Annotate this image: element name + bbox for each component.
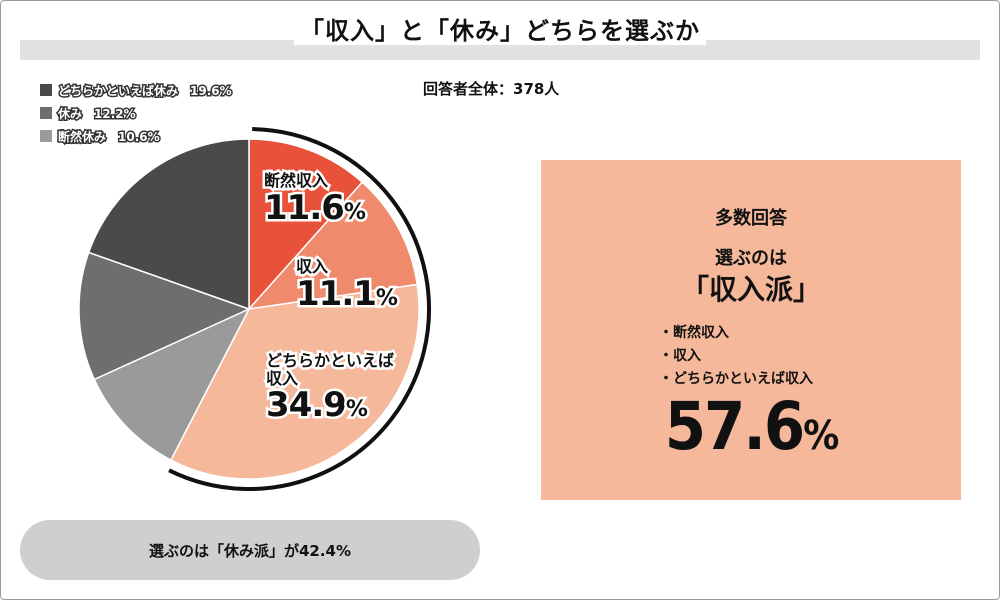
pie-slice bbox=[169, 283, 420, 480]
slice-label-name: 収入 bbox=[294, 255, 331, 277]
legend-label: 断然休み 10.6% bbox=[57, 128, 162, 145]
slice-label-value: 11.1% bbox=[294, 272, 401, 314]
chart-title-wrap: 「収入」と「休み」どちらを選ぶか bbox=[0, 14, 1000, 48]
summary-box: 多数回答 選ぶのは 「収入派」 断然収入 収入 どちらかといえば収入 57.6% bbox=[541, 160, 961, 500]
pie-slice bbox=[78, 251, 252, 381]
legend-label: 休み 12.2% bbox=[57, 105, 138, 122]
legend: どちらかといえば休み 19.6% 休み 12.2% 断然休み 10.6% bbox=[40, 80, 234, 149]
legend-item: 休み 12.2% bbox=[40, 103, 232, 123]
income-group-arc bbox=[168, 127, 431, 491]
pie-slice bbox=[87, 138, 250, 311]
summary-line2: 「収入派」 bbox=[680, 273, 821, 306]
summary-line1: 選ぶのは bbox=[715, 248, 787, 269]
rest-note: 選ぶのは「休み派」が42.4% bbox=[148, 541, 352, 560]
slice-label-shunyu: 収入 11.1% bbox=[294, 255, 401, 314]
legend-swatch bbox=[40, 130, 52, 142]
slice-label-name: 断然収入 bbox=[262, 169, 331, 191]
rest-note-pill: 選ぶのは「休み派」が42.4% bbox=[20, 520, 480, 580]
slice-label-value: 11.6% bbox=[262, 186, 369, 228]
legend-item: 断然休み 10.6% bbox=[40, 126, 232, 146]
pie-slice bbox=[93, 307, 251, 461]
slice-label-name: どちらかといえば 収入 bbox=[263, 349, 396, 389]
pie-slice bbox=[247, 181, 419, 311]
summary-big-value: 57.6% bbox=[664, 388, 840, 465]
summary-list-item: どちらかといえば収入 bbox=[659, 368, 813, 391]
chart-title: 「収入」と「休み」どちらを選ぶか bbox=[294, 17, 706, 45]
summary-list-item: 断然収入 bbox=[659, 322, 813, 345]
summary-list-item: 収入 bbox=[659, 345, 813, 368]
respondent-total: 回答者全体：378人 bbox=[423, 80, 560, 98]
legend-swatch bbox=[40, 84, 52, 96]
slice-label-dochiraka-shunyu: どちらかといえば 収入 34.9% bbox=[263, 349, 396, 426]
title-bar bbox=[20, 40, 980, 60]
pie-slice bbox=[248, 138, 364, 311]
legend-swatch bbox=[40, 107, 52, 119]
legend-label: どちらかといえば休み 19.6% bbox=[57, 82, 234, 99]
slice-label-danzen-shunyu: 断然収入 11.6% bbox=[262, 169, 369, 228]
slice-label-value: 34.9% bbox=[264, 384, 371, 426]
legend-item: どちらかといえば休み 19.6% bbox=[40, 80, 234, 100]
summary-heading: 多数回答 bbox=[715, 208, 787, 229]
summary-list: 断然収入 収入 どちらかといえば収入 bbox=[659, 322, 813, 391]
